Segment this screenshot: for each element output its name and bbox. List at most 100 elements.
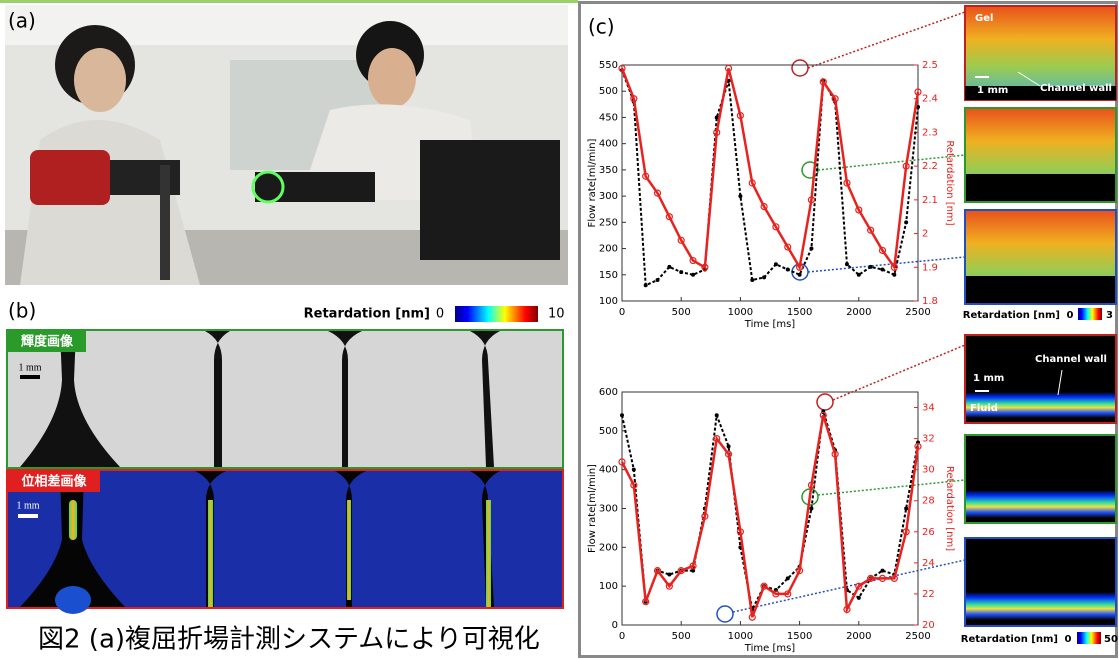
- y-tick-label: 0: [612, 620, 618, 631]
- point: [762, 275, 766, 279]
- y-tick-label: 500: [599, 426, 618, 437]
- y-tick-label: 300: [599, 504, 618, 515]
- photo: [5, 5, 568, 285]
- y2-tick-label: 20: [922, 620, 935, 631]
- point: [738, 194, 742, 198]
- y-tick-label: 550: [599, 60, 618, 71]
- image-label: Gel: [975, 13, 993, 24]
- y-tick-label: 100: [599, 296, 618, 307]
- point: [786, 268, 790, 272]
- brightness-image: [7, 330, 563, 468]
- scale-label: 1 mm: [977, 85, 1008, 96]
- y-axis-label: Flow rate[ml/min]: [587, 138, 598, 227]
- y-tick-label: 400: [599, 139, 618, 150]
- point: [656, 278, 660, 282]
- y-tick-label: 400: [599, 465, 618, 476]
- colorbar: [455, 306, 538, 322]
- point: [691, 273, 695, 277]
- y-tick-label: 350: [599, 165, 618, 176]
- point: [727, 444, 731, 448]
- y-tick-label: 500: [599, 86, 618, 97]
- point: [880, 268, 884, 272]
- scale-label: 1 mm: [16, 500, 39, 511]
- y2-tick-label: 26: [922, 527, 935, 538]
- y2-tick-label: 32: [922, 434, 935, 445]
- x-tick-label: 2000: [846, 307, 871, 318]
- colorbar-max: 50: [1104, 634, 1118, 645]
- point: [809, 507, 813, 511]
- point: [715, 413, 719, 417]
- colorbar-min: 0: [1067, 310, 1074, 321]
- point: [679, 270, 683, 274]
- colorbar-min: 0: [1065, 634, 1072, 645]
- point: [620, 413, 624, 417]
- x-tick-label: 2500: [905, 631, 930, 642]
- y-tick-label: 200: [599, 244, 618, 255]
- y2-tick-label: 2.4: [922, 94, 938, 105]
- phase-image: [7, 470, 563, 614]
- y-axis-label: Flow rate[ml/min]: [587, 464, 598, 553]
- y-tick-label: 600: [599, 387, 618, 398]
- y-tick-label: 200: [599, 542, 618, 553]
- colorbar-min: 0: [436, 307, 444, 322]
- y-tick-label: 450: [599, 112, 618, 123]
- panel-label: (b): [8, 299, 36, 323]
- y2-tick-label: 1.9: [922, 262, 938, 273]
- image-label: Channel wall: [1040, 83, 1112, 94]
- x-tick-label: 1500: [787, 307, 812, 318]
- x-axis-label: Time [ms]: [744, 319, 796, 330]
- point: [845, 262, 849, 266]
- figure: (a) (b) Retardation [nm] 0 10 輝度画像 1 mm …: [0, 0, 1119, 660]
- image-label: Channel wall: [1035, 354, 1107, 365]
- y2-tick-label: 24: [922, 558, 935, 569]
- colorbar-max: 10: [548, 307, 565, 322]
- y2-tick-label: 30: [922, 465, 935, 476]
- y2-axis-label: Retardation [nm]: [944, 466, 955, 551]
- caption: 図2 (a)複屈折場計測システムにより可視化: [38, 625, 540, 655]
- y2-axis-label: Retardation [nm]: [944, 140, 955, 225]
- top-bar: [0, 0, 578, 3]
- x-tick-label: 500: [672, 631, 691, 642]
- colorbar-title: Retardation [nm]: [963, 310, 1060, 321]
- point: [750, 278, 754, 282]
- scale-label: 1 mm: [18, 362, 41, 373]
- colorbar-title: Retardation [nm]: [304, 307, 430, 322]
- y2-tick-label: 2: [922, 229, 928, 240]
- point: [809, 247, 813, 251]
- x-tick-label: 2000: [846, 631, 871, 642]
- y2-tick-label: 1.8: [922, 296, 938, 307]
- point: [904, 220, 908, 224]
- x-tick-label: 0: [619, 631, 625, 642]
- image-label: 位相差画像: [21, 474, 87, 490]
- point: [857, 596, 861, 600]
- y-tick-label: 250: [599, 217, 618, 228]
- y2-tick-label: 2.3: [922, 127, 938, 138]
- y-tick-label: 300: [599, 191, 618, 202]
- y2-tick-label: 22: [922, 589, 935, 600]
- scale-bar: [20, 375, 40, 379]
- y-tick-label: 150: [599, 270, 618, 281]
- colorbar-title: Retardation [nm]: [961, 634, 1058, 645]
- panel-label: (c): [588, 15, 615, 39]
- point: [774, 262, 778, 266]
- point: [857, 273, 861, 277]
- scale-label: 1 mm: [973, 373, 1004, 384]
- x-tick-label: 500: [672, 307, 691, 318]
- point: [667, 573, 671, 577]
- y-tick-label: 100: [599, 581, 618, 592]
- point: [644, 283, 648, 287]
- point: [880, 569, 884, 573]
- point: [632, 468, 636, 472]
- x-tick-label: 2500: [905, 307, 930, 318]
- point: [904, 507, 908, 511]
- y2-tick-label: 2.2: [922, 161, 938, 172]
- x-axis-label: Time [ms]: [744, 643, 796, 654]
- point: [869, 265, 873, 269]
- x-tick-label: 1500: [787, 631, 812, 642]
- y2-tick-label: 28: [922, 496, 935, 507]
- y2-tick-label: 34: [922, 403, 935, 414]
- panel-label: (a): [8, 9, 36, 33]
- point: [798, 273, 802, 277]
- image-label: Fluid: [970, 403, 998, 414]
- y2-tick-label: 2.5: [922, 60, 938, 71]
